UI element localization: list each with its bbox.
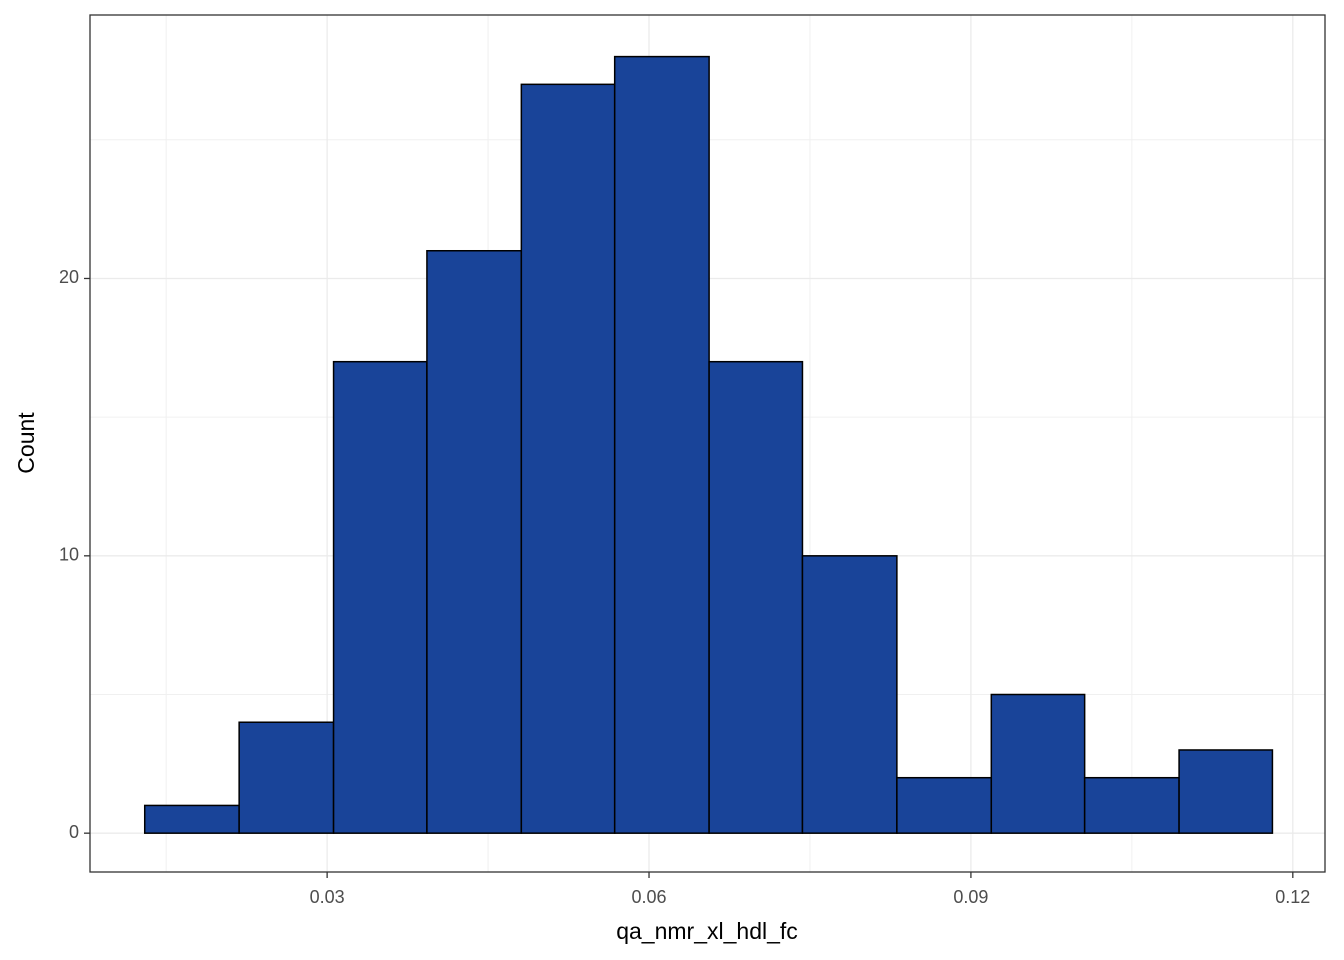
bar [332,360,428,834]
y-tick-label: 10 [59,545,79,565]
bar [990,693,1086,834]
y-tick-label: 0 [69,822,79,842]
bar [708,360,804,834]
bar [426,249,523,834]
bar [238,721,335,834]
y-tick-label: 20 [59,267,79,287]
x-tick-label: 0.12 [1275,887,1310,907]
x-tick-label: 0.09 [953,887,988,907]
panel-border [89,14,1326,873]
bar [143,804,240,834]
x-tick-label: 0.03 [310,887,345,907]
bar [520,83,616,834]
x-tick-label: 0.06 [631,887,666,907]
bar [896,776,993,834]
bar [801,555,898,834]
bar [613,55,710,834]
y-axis-title: Count [13,412,39,474]
bar [1083,776,1180,834]
x-axis-title: qa_nmr_xl_hdl_fc [616,918,798,944]
bar [1178,749,1274,834]
